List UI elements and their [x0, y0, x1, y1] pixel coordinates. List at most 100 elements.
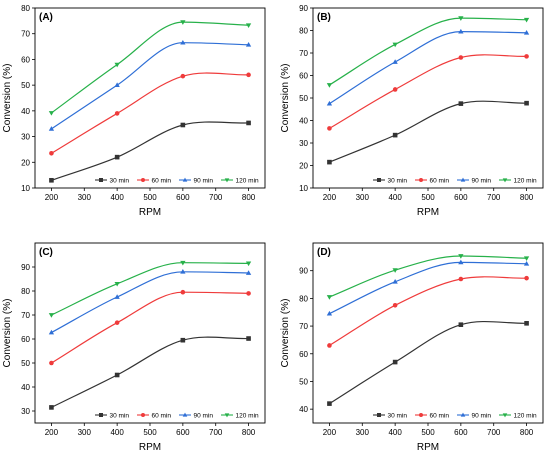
- x-tick-label: 700: [487, 428, 501, 437]
- data-point: [392, 59, 398, 64]
- series-line-90-min: [329, 261, 527, 315]
- y-tick-label: 30: [21, 133, 30, 142]
- legend-marker: [502, 413, 508, 418]
- legend: 30 min 60 min 90 min 120 min: [95, 177, 259, 184]
- x-tick-label: 700: [209, 193, 223, 202]
- series-line-60-min: [329, 276, 527, 346]
- data-point: [458, 259, 464, 265]
- x-axis-title: RPM: [417, 442, 439, 453]
- x-axis-title: RPM: [139, 207, 161, 218]
- data-point: [524, 321, 529, 326]
- legend-marker: [182, 412, 188, 417]
- y-axis-title: Conversion (%): [2, 64, 13, 133]
- x-tick-label: 400: [388, 428, 402, 437]
- legend-marker: [460, 177, 466, 182]
- x-tick-label: 200: [45, 193, 59, 202]
- data-point: [523, 29, 530, 35]
- data-point: [458, 55, 464, 60]
- panel-label: (A): [39, 12, 53, 23]
- series-line-90-min: [51, 271, 249, 334]
- data-point: [246, 291, 251, 296]
- data-point: [180, 122, 186, 128]
- legend-label: 30 min: [110, 412, 130, 419]
- series-line-60-min: [51, 291, 249, 364]
- y-tick-label: 50: [299, 377, 308, 386]
- x-axis-title: RPM: [417, 207, 439, 218]
- series-line-60-min: [329, 54, 527, 129]
- y-axis-title: Conversion (%): [280, 299, 291, 368]
- legend: 30 min 60 min 90 min 120 min: [373, 177, 537, 184]
- data-point: [246, 336, 251, 341]
- data-point: [180, 337, 186, 343]
- data-point: [458, 101, 464, 106]
- data-point: [392, 87, 398, 92]
- y-tick-label: 90: [299, 267, 308, 276]
- series-line-120-min: [329, 255, 527, 298]
- series-line-30-min: [329, 100, 527, 163]
- y-axis-title: Conversion (%): [2, 299, 13, 368]
- y-tick-label: 60: [299, 72, 308, 81]
- legend-label: 60 min: [152, 412, 172, 419]
- data-point: [327, 343, 332, 348]
- data-point: [523, 261, 530, 266]
- data-point: [392, 279, 398, 284]
- x-tick-label: 200: [323, 193, 337, 202]
- y-tick-label: 40: [21, 383, 30, 392]
- y-tick-label: 30: [299, 139, 308, 148]
- data-point: [114, 154, 120, 160]
- y-tick-label: 80: [21, 4, 30, 13]
- y-tick-label: 80: [299, 294, 308, 303]
- data-point: [392, 359, 398, 365]
- data-point: [458, 276, 464, 282]
- data-point: [458, 28, 464, 34]
- data-point: [245, 270, 252, 275]
- series-line-120-min: [51, 21, 249, 114]
- data-point: [48, 126, 55, 131]
- series-line-30-min: [329, 320, 527, 405]
- legend-marker: [419, 413, 423, 417]
- legend-label: 90 min: [472, 412, 492, 419]
- data-point: [327, 401, 332, 406]
- x-tick-label: 400: [110, 193, 124, 202]
- data-point: [48, 111, 55, 116]
- data-point: [458, 254, 464, 259]
- data-point: [326, 83, 333, 88]
- y-tick-label: 70: [21, 311, 30, 320]
- legend-marker: [99, 178, 103, 182]
- data-point: [114, 111, 120, 116]
- chart-b: 200 300 400 500 600 700 800 10 20 30 40 50 60 70 80 90 R…: [280, 4, 544, 218]
- y-tick-label: 70: [299, 49, 308, 58]
- data-point: [180, 73, 186, 79]
- data-point: [523, 256, 530, 261]
- legend-marker: [460, 412, 466, 417]
- legend: 30 min 60 min 90 min 120 min: [95, 412, 259, 419]
- legend-marker: [182, 177, 188, 182]
- y-tick-label: 70: [21, 30, 30, 39]
- panel-label: (B): [317, 12, 331, 23]
- data-point: [114, 320, 120, 325]
- x-tick-label: 500: [143, 428, 157, 437]
- x-tick-label: 200: [323, 428, 337, 437]
- y-tick-label: 30: [21, 407, 30, 416]
- legend-marker: [502, 178, 508, 183]
- y-tick-label: 80: [299, 27, 308, 36]
- chart-c: 200 300 400 500 600 700 800 30 40 50 60 70 80 90 RPM Co…: [2, 242, 266, 453]
- y-tick-label: 10: [21, 184, 30, 193]
- y-tick-label: 90: [21, 263, 30, 272]
- legend-marker: [419, 178, 423, 182]
- chart-a: 200 300 400 500 600 700 800 10 20 30 40 50 60 70 80 RPM…: [2, 4, 266, 218]
- data-point: [49, 360, 54, 366]
- series-line-60-min: [51, 72, 249, 154]
- data-point: [180, 20, 186, 25]
- chart-d: 200 300 400 500 600 700 800 40 50 60 70 80 90 RPM Conv…: [280, 242, 544, 453]
- legend-label: 60 min: [430, 177, 450, 184]
- data-point: [523, 17, 530, 23]
- data-point: [114, 62, 120, 68]
- legend-label: 30 min: [110, 177, 130, 184]
- x-tick-label: 300: [78, 428, 92, 437]
- data-point: [458, 322, 464, 327]
- x-tick-label: 800: [242, 193, 256, 202]
- legend-label: 90 min: [194, 177, 214, 184]
- data-point: [524, 54, 529, 59]
